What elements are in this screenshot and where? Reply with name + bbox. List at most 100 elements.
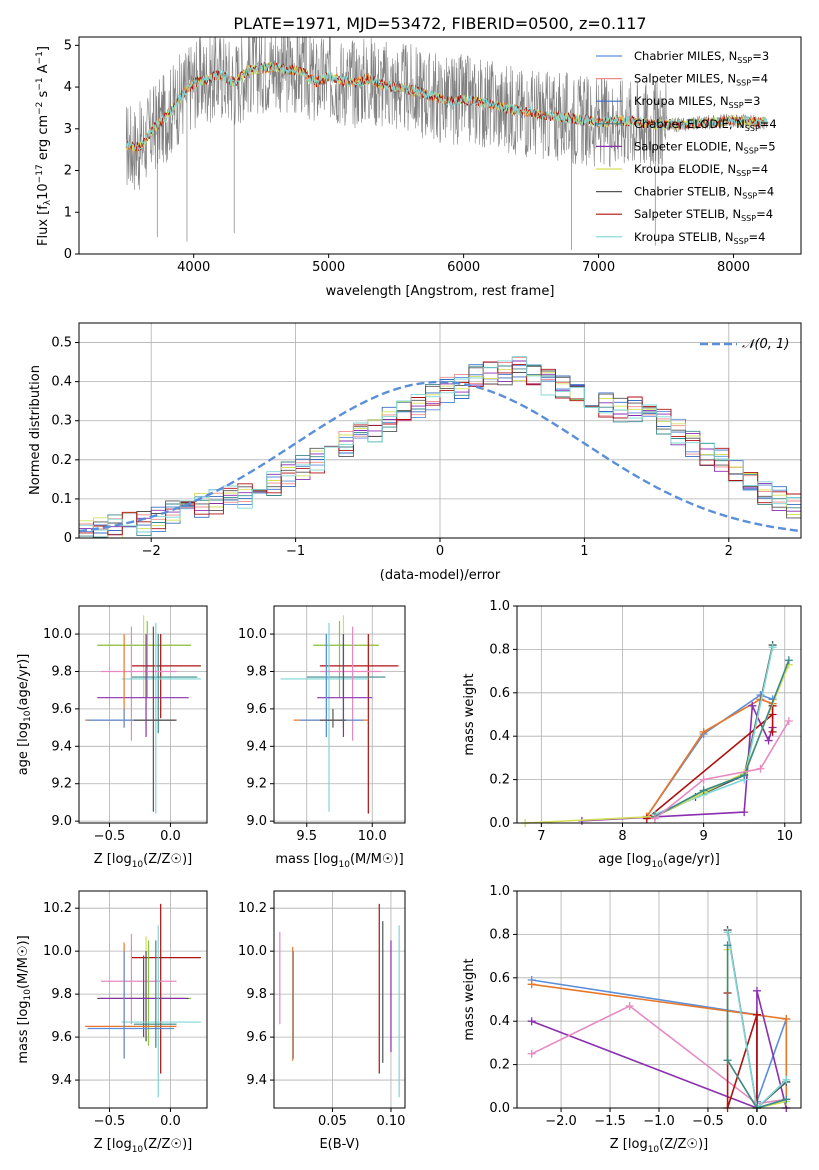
x-tick-label: −1.0 [643,1114,675,1129]
axes-frame [78,890,208,1109]
y-tick-label: 3 [64,122,72,137]
label-subscript: 10 [132,1145,144,1155]
label-superscript: −17 [35,164,45,183]
y-tick-label: 4 [64,80,72,95]
y-tick-label: 0.2 [489,773,510,788]
mass-vs-ebv-panel: 0.05 0.10 9.4 9.6 9.8 10.0 10.2 E(B-V) [238,890,406,1152]
mass-weight-marker [650,814,659,823]
y-tick-label: 0.4 [51,375,72,390]
x-tick-label: −0.5 [94,1114,126,1129]
y-tick-label: 10.2 [43,901,72,916]
label-part: age [log [598,852,651,867]
legend-label-part: Kroupa ELODIE, N [634,162,736,176]
label-part: Flux [f [36,205,51,246]
x-axis-label: Z [log10(Z/Z☉)] [94,852,192,870]
mass-weight-line [531,1005,787,1105]
x-axis-label: Z [log10(Z/Z☉)] [94,1137,192,1155]
mass-weight-line [654,720,790,820]
mass-weight-marker [527,1049,536,1058]
legend-label-part: Kroupa STELIB, N [634,230,734,244]
mass-weight-marker [782,1075,791,1084]
x-tick-label: 2 [725,544,733,559]
mass-weight-marker [748,701,757,710]
legend-label: Kroupa STELIB, NSSP=4 [634,230,765,246]
y-axis-label: mass [log10(M/M☉)] [16,935,33,1063]
x-tick-label: 5000 [312,260,345,275]
model-spectrum-line [125,60,768,152]
legend-label-part: =4 [757,185,774,199]
mass-weight-line [654,660,790,818]
label-part: erg cm [36,115,51,164]
mass-weight-line [646,698,773,817]
y-tick-label: 9.6 [246,702,267,717]
y-tick-label: 10.0 [238,627,267,642]
y-tick-label: 0.0 [489,1101,510,1116]
mass-weight-line [646,694,773,817]
legend-label: Chabrier STELIB, NSSP=4 [634,185,774,201]
residuals-plot-area [79,356,801,538]
x-tick-label: 8000 [717,260,750,275]
x-axis-label: Z [log10(Z/Z☉)] [610,1137,708,1155]
legend-label-part: =4 [756,207,773,221]
x-tick-label: 9 [699,829,707,844]
y-tick-label: 9.8 [51,987,72,1002]
residual-histogram [79,360,801,538]
mass-weight-line [726,945,787,1109]
label-part: (M/M☉)] [16,935,31,989]
legend-label: 𝒩(0, 1) [742,337,789,352]
legend-label: Salpeter ELODIE, NSSP=5 [634,139,776,155]
legend-label-subscript: SSP [744,146,759,155]
residuals-panel: −2 −1 0 1 2 0 0.1 0.2 0.3 0.4 0.5 𝒩(0, 1) (data-mode… [28,322,802,583]
label-subscript: 10 [23,989,33,1001]
legend-label-subscript: SSP [737,56,752,65]
label-part: (age/yr)] [16,654,31,711]
label-part: mass [log [275,852,338,867]
x-tick-label: 10 [776,829,793,844]
y-tick-label: 0.8 [489,927,510,942]
label-part: Z [log [94,1137,132,1152]
figure-title: PLATE=1971, MJD=53472, FIBERID=0500, z=0… [233,14,646,33]
x-axis-label: (data-model)/error [380,568,501,583]
mass-weight-marker [756,764,765,773]
y-tick-label: 0.0 [489,816,510,831]
label-part: Z [log [94,852,132,867]
x-tick-label: 4000 [177,260,210,275]
mass-weight-marker [764,736,773,745]
label-subscript: 10 [132,860,144,870]
mass-weight-marker [699,775,708,784]
mass-vs-metallicity-panel: −0.5 0.09.49.69.810.010.2Z [log10(Z/Z☉)]m… [16,890,208,1155]
x-tick-label: 10.0 [358,829,387,844]
y-tick-label: 10.0 [43,944,72,959]
label-part: (Z/Z☉)] [659,1137,708,1152]
label-subscript: 10 [651,860,663,870]
mass-weight-marker [740,808,749,817]
axes-frame [78,36,802,255]
y-tick-label: 0.6 [489,686,510,701]
normal-distribution-curve [79,380,801,533]
legend-label-part: Salpeter MILES, N [634,72,736,86]
y-tick-label: 9.8 [246,664,267,679]
x-tick-label: 1 [580,544,588,559]
label-part: age [log [16,722,31,775]
legend-label-part: =4 [751,72,768,86]
label-part: ] [36,46,51,51]
y-axis-label: mass weight [462,673,477,755]
axes-frame [273,605,406,824]
residual-histogram [79,356,801,538]
x-axis-label: E(B-V) [319,1137,359,1152]
x-tick-label: 7 [537,829,545,844]
mass-weight-marker [768,710,777,719]
y-tick-label: 0.5 [51,336,72,351]
mass-weight-marker [782,1015,791,1024]
mass-weight-marker [784,717,793,726]
mass-weight-line [581,702,774,822]
y-tick-label: 9.8 [51,664,72,679]
label-superscript: −1 [35,51,45,64]
residual-histogram [79,365,801,538]
residual-histogram [79,368,801,538]
mass-weight-marker [752,986,761,995]
label-superscript: −1 [35,77,45,90]
y-tick-label: 1.0 [489,599,510,614]
mass-weight-line [646,705,774,820]
